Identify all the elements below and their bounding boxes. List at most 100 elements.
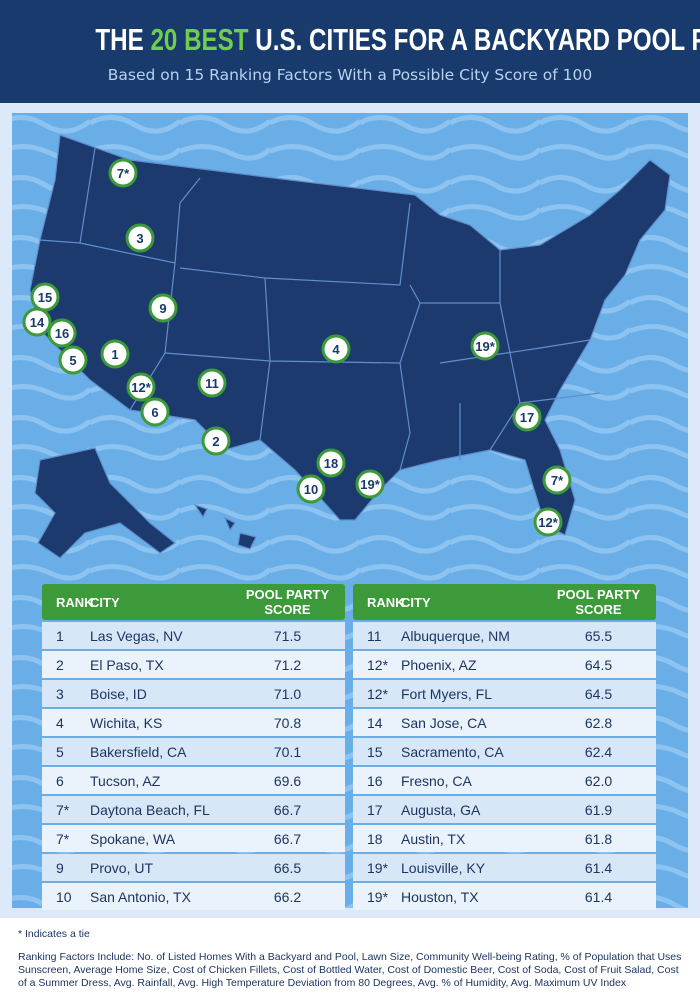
header: THE 20 BEST U.S. CITIES FOR A BACKYARD P… [0, 0, 700, 103]
table-cell: 71.5 [273, 627, 302, 644]
table-cell: 66.2 [273, 888, 302, 905]
table-row: 3 Boise, ID 71.0 [42, 680, 345, 707]
table-cell: 9 [56, 859, 64, 876]
city-marker: 17 [512, 402, 542, 432]
marker-label: 17 [520, 410, 534, 425]
table-cell: 61.9 [584, 801, 613, 818]
marker-label: 10 [304, 482, 318, 497]
table-cell: 14 [367, 714, 383, 731]
table-cell: Bakersfield, CA [90, 743, 187, 760]
table-cell: 17 [367, 801, 383, 818]
marker-badge [512, 402, 542, 432]
marker-badge [58, 345, 88, 375]
city-marker: 4 [321, 334, 351, 364]
marker-badge [533, 507, 563, 537]
marker-badge [108, 158, 138, 188]
table-cell: 70.8 [273, 714, 302, 731]
city-marker: 14 [22, 307, 52, 337]
table-cell: 12* [367, 656, 389, 673]
table-cell: Spokane, WA [90, 830, 176, 847]
table-cell: 66.7 [273, 801, 302, 818]
table-cell: 12* [367, 685, 389, 702]
marker-label: 19* [360, 477, 380, 492]
marker-label: 12* [131, 380, 151, 395]
table-row: 19* Houston, TX 61.4 [353, 883, 656, 910]
marker-badge [22, 307, 52, 337]
table-row: 9 Provo, UT 66.5 [42, 854, 345, 881]
table-cell: 7* [56, 830, 70, 847]
marker-badge [125, 223, 155, 253]
marker-badge [296, 474, 326, 504]
city-marker: 5 [58, 345, 88, 375]
table-header: RANK CITY POOL PARTY SCORE [42, 584, 345, 620]
marker-label: 2 [212, 434, 219, 449]
table-cell: Daytona Beach, FL [90, 801, 210, 818]
city-marker: 6 [140, 397, 170, 427]
table-row: 5 Bakersfield, CA 70.1 [42, 738, 345, 765]
city-marker: 9 [148, 293, 178, 323]
table-header: RANK CITY POOL PARTY SCORE [353, 584, 656, 620]
table-cell: Fresno, CA [401, 772, 472, 789]
column-header: RANK [367, 594, 405, 610]
table-cell: Wichita, KS [90, 714, 163, 731]
marker-label: 7* [551, 473, 564, 488]
table-row: 15 Sacramento, CA 62.4 [353, 738, 656, 765]
marker-label: 6 [151, 405, 158, 420]
table-cell: 62.8 [584, 714, 613, 731]
marker-badge [321, 334, 351, 364]
table-row: 1 Las Vegas, NV 71.5 [42, 622, 345, 649]
table-cell: Tucson, AZ [90, 772, 161, 789]
title-part: U.S. CITIES FOR A BACKYARD POOL PARTY [255, 22, 700, 57]
marker-label: 11 [205, 376, 219, 391]
table-cell: 16 [367, 772, 383, 789]
city-marker: 12* [126, 372, 156, 402]
marker-badge [355, 469, 385, 499]
table-cell: 11 [367, 627, 382, 644]
table-cell: 62.0 [584, 772, 613, 789]
city-marker: 1 [100, 339, 130, 369]
table-cell: 19* [367, 888, 389, 905]
table-row: 7* Spokane, WA 66.7 [42, 825, 345, 852]
city-marker: 12* [533, 507, 563, 537]
table-row: 16 Fresno, CA 62.0 [353, 767, 656, 794]
footnotes: * Indicates a tie Ranking Factors Includ… [18, 928, 683, 990]
marker-badge [197, 368, 227, 398]
marker-label: 14 [30, 315, 45, 330]
table-cell: Provo, UT [90, 859, 154, 876]
marker-badge [47, 318, 77, 348]
marker-badge [316, 448, 346, 478]
table-cell: 4 [56, 714, 64, 731]
column-header: CITY [90, 594, 120, 610]
table-cell: 70.1 [273, 743, 302, 760]
table-cell: Albuquerque, NM [401, 627, 510, 644]
table-row: 18 Austin, TX 61.8 [353, 825, 656, 852]
column-header: RANK [56, 594, 94, 610]
table-cell: Augusta, GA [401, 801, 481, 818]
marker-badge [100, 339, 130, 369]
table-cell: 65.5 [584, 627, 613, 644]
marker-label: 12* [538, 515, 558, 530]
table-row: 12* Fort Myers, FL 64.5 [353, 680, 656, 707]
table-cell: 64.5 [584, 685, 613, 702]
table-row: 2 El Paso, TX 71.2 [42, 651, 345, 678]
table-cell: 64.5 [584, 656, 613, 673]
table-row: 14 San Jose, CA 62.8 [353, 709, 656, 736]
marker-label: 15 [38, 290, 52, 305]
marker-label: 4 [332, 342, 340, 357]
table-row: 11 Albuquerque, NM 65.5 [353, 622, 656, 649]
factors-note: Ranking Factors Include: No. of Listed H… [18, 951, 682, 989]
city-marker: 19* [470, 331, 500, 361]
table-row: 6 Tucson, AZ 69.6 [42, 767, 345, 794]
table-cell: 10 [56, 888, 72, 905]
table-row: 12* Phoenix, AZ 64.5 [353, 651, 656, 678]
table-cell: Austin, TX [401, 830, 466, 847]
city-marker: 3 [125, 223, 155, 253]
table-cell: 18 [367, 830, 383, 847]
marker-badge [126, 372, 156, 402]
ranking-table: RANK CITY POOL PARTY SCORE 1 Las Vegas, NV 71… [42, 584, 345, 910]
table-cell: 15 [367, 743, 383, 760]
city-marker: 11 [197, 368, 227, 398]
column-header: CITY [401, 594, 431, 610]
